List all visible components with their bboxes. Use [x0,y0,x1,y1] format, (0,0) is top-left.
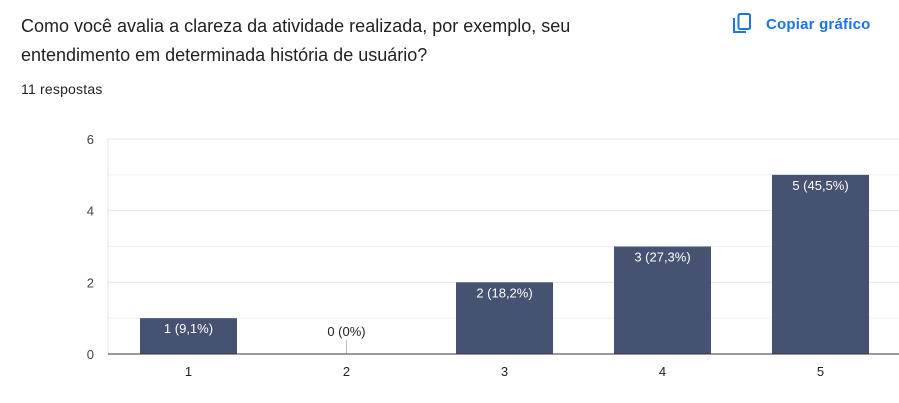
x-tick-label: 2 [343,364,350,379]
x-tick-label: 4 [659,364,666,379]
bar-data-label: 3 (27,3%) [634,250,690,265]
bar-data-label: 1 (9,1%) [164,321,213,336]
y-tick-label: 0 [87,347,94,362]
bar-data-label: 5 (45,5%) [792,178,848,193]
y-tick-label: 6 [87,132,94,147]
bar [772,175,869,354]
bar-data-label: 2 (18,2%) [476,285,532,300]
x-tick-label: 1 [185,364,192,379]
y-tick-label: 4 [87,204,94,219]
y-tick-label: 2 [87,275,94,290]
x-tick-label: 3 [501,364,508,379]
bar-data-label: 0 (0%) [327,324,365,339]
x-tick-label: 5 [817,364,824,379]
